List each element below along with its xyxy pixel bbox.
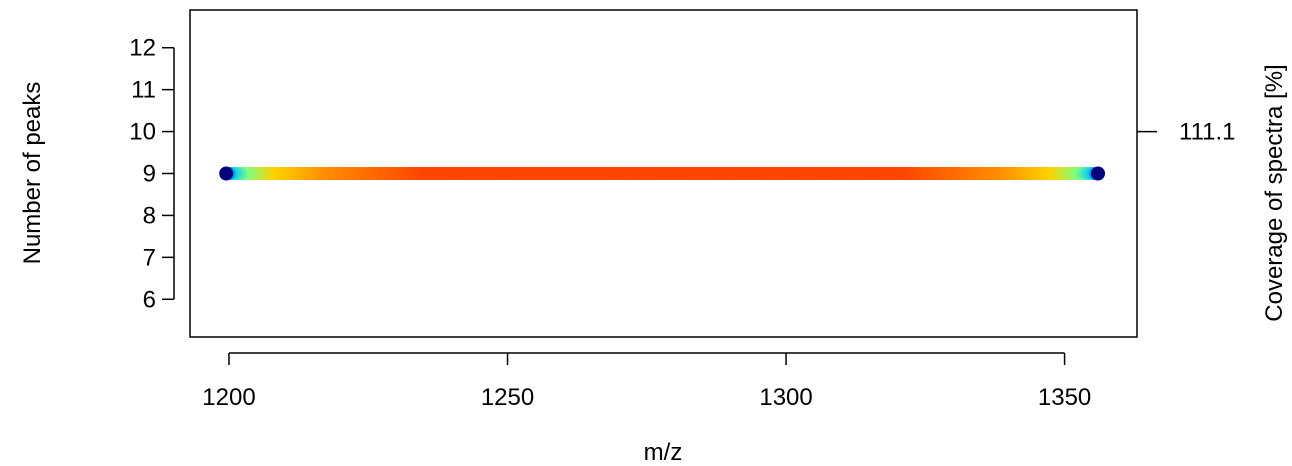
data-point bbox=[219, 166, 234, 181]
x-tick-label: 1250 bbox=[481, 384, 534, 411]
x-tick-label: 1300 bbox=[759, 384, 812, 411]
x-axis-title: m/z bbox=[644, 439, 683, 466]
y-tick-label: 8 bbox=[143, 202, 156, 229]
data-points bbox=[219, 166, 1106, 181]
y-axis-title: Number of peaks bbox=[19, 82, 46, 265]
plot-area bbox=[189, 9, 1138, 338]
y-tick-label: 9 bbox=[143, 161, 156, 188]
right-axis: 111.1 bbox=[1137, 119, 1236, 146]
y-tick-label: 6 bbox=[143, 286, 156, 313]
x-tick-label: 1350 bbox=[1038, 384, 1091, 411]
right-tick-label: 111.1 bbox=[1179, 119, 1236, 146]
x-axis: 1200 1250 1300 1350 bbox=[202, 352, 1091, 411]
plot-frame bbox=[189, 9, 1138, 338]
y-tick-label: 12 bbox=[129, 35, 156, 62]
y-axis: 6 7 8 9 10 11 12 bbox=[129, 35, 175, 313]
x-tick-label: 1200 bbox=[202, 384, 255, 411]
y-tick-label: 7 bbox=[143, 244, 156, 271]
right-axis-title: Coverage of spectra [%] bbox=[1261, 64, 1288, 321]
y-tick-label: 10 bbox=[129, 119, 156, 146]
data-point bbox=[1091, 166, 1106, 181]
y-tick-label: 11 bbox=[131, 77, 156, 104]
